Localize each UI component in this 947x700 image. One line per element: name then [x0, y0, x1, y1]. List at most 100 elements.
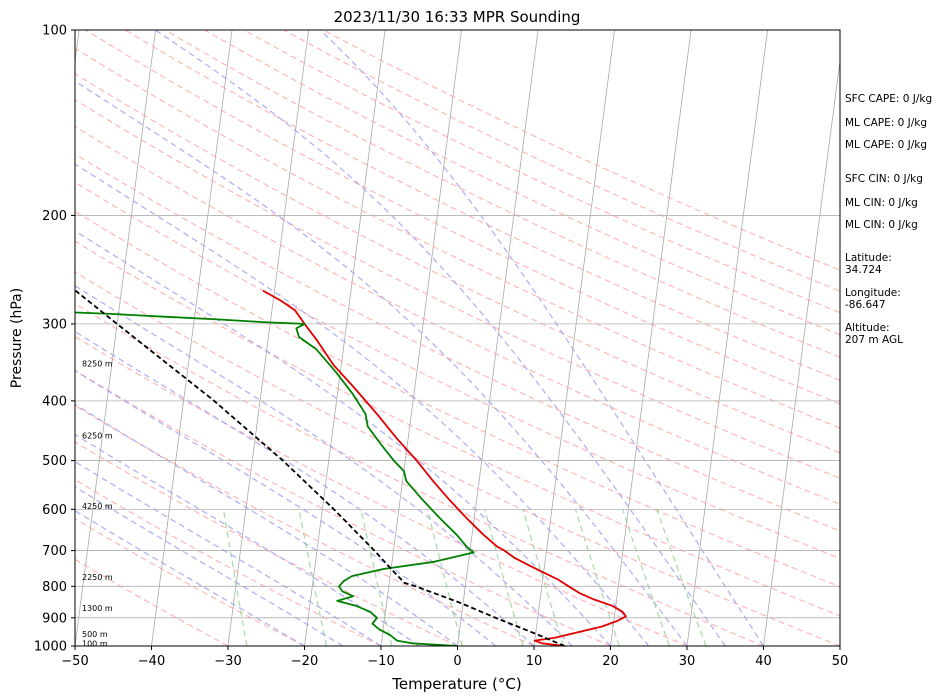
height-label: 100 m — [82, 640, 108, 649]
moist-adiabat-line — [75, 80, 688, 646]
moist-adiabat-line — [75, 433, 420, 646]
x-axis-label: Temperature (°C) — [391, 675, 521, 693]
dry-adiabat-line — [75, 99, 840, 479]
chart-title: 2023/11/30 16:33 MPR Sounding — [334, 8, 581, 26]
sounding-info-line: Longitude: — [845, 287, 901, 299]
y-tick-label: 400 — [42, 394, 67, 409]
pressure-gridlines — [75, 29, 840, 647]
x-axis-ticks: −50 −40 −30 −20 −10 0 10 20 30 40 50 — [61, 646, 848, 669]
mixing-ratio-line — [574, 509, 620, 646]
isotherm-line — [304, 30, 386, 646]
x-tick-label: 30 — [679, 654, 696, 669]
dry-adiabat-line — [75, 441, 458, 646]
sounding-info-line: SFC CIN: 0 J/kg — [845, 173, 923, 185]
y-tick-label: 900 — [42, 611, 67, 626]
dry-adiabat-line — [243, 30, 840, 314]
sounding-series — [75, 289, 627, 646]
sounding-info-line: ML CIN: 0 J/kg — [845, 219, 918, 231]
height-label: 1300 m — [82, 604, 113, 613]
isotherm-line — [686, 30, 768, 646]
isotherm-line — [610, 30, 692, 646]
dry-adiabat-line — [75, 125, 840, 505]
height-label: 4250 m — [82, 502, 113, 511]
sounding-info-line: ML CAPE: 0 J/kg — [845, 139, 927, 151]
moist-adiabat-line — [75, 369, 497, 646]
dewpoint-profile-line — [75, 311, 475, 646]
moist-adiabat-line — [319, 30, 765, 646]
dry-adiabat-line — [75, 558, 229, 646]
x-tick-label: −40 — [138, 654, 165, 669]
isotherm-line — [151, 30, 233, 646]
x-tick-label: 20 — [602, 654, 619, 669]
mixing-ratio-line — [360, 509, 393, 646]
height-label: 500 m — [82, 630, 108, 639]
dry-adiabat-line — [75, 240, 840, 617]
y-tick-label: 100 — [42, 24, 67, 39]
x-tick-label: 0 — [453, 654, 461, 669]
mixing-ratio-line — [622, 509, 670, 646]
dry-adiabat-line — [75, 404, 535, 646]
dry-adiabat-line — [164, 30, 840, 358]
dry-adiabat-line — [204, 30, 840, 336]
y-tick-label: 500 — [42, 454, 67, 469]
temperature-profile-line — [262, 289, 627, 646]
dry-adiabat-line — [75, 478, 382, 646]
isotherm-line — [227, 30, 309, 646]
x-tick-label: 40 — [755, 654, 772, 669]
moist-adiabat-line — [75, 230, 611, 646]
sounding-info-line: 34.724 — [845, 264, 882, 276]
sounding-info-line: ML CIN: 0 J/kg — [845, 197, 918, 209]
y-tick-label: 300 — [42, 317, 67, 332]
x-tick-label: 50 — [832, 654, 849, 669]
dry-adiabat-line — [283, 30, 840, 292]
x-tick-label: −10 — [367, 654, 394, 669]
height-label: 6250 m — [82, 431, 113, 440]
sounding-info-line: SFC CAPE: 0 J/kg — [845, 93, 932, 105]
dry-adiabat-line — [85, 30, 840, 405]
moist-adiabat-line — [75, 163, 650, 646]
dry-adiabat-line — [75, 369, 611, 646]
mixing-ratio-line — [522, 509, 565, 646]
sounding-info-line: Latitude: — [845, 252, 892, 264]
isotherm-line — [380, 30, 462, 646]
moist-adiabat-line — [155, 30, 726, 646]
y-tick-label: 200 — [42, 209, 67, 224]
mixing-ratio-line — [656, 509, 707, 646]
sounding-info-line: 207 m AGL — [845, 334, 903, 346]
moist-adiabat-line — [75, 330, 535, 646]
y-tick-label: 700 — [42, 544, 67, 559]
dry-adiabat-line — [75, 153, 840, 532]
y-tick-label: 1000 — [34, 640, 67, 655]
height-label: 2250 m — [82, 573, 113, 582]
x-tick-label: −30 — [214, 654, 241, 669]
moist-adiabat-line — [75, 285, 573, 646]
parcel-profile-line — [75, 289, 565, 646]
isotherm-line — [75, 30, 156, 646]
dry-adiabat-line — [124, 30, 840, 381]
y-tick-label: 800 — [42, 580, 67, 595]
x-tick-label: 10 — [526, 654, 543, 669]
dry-adiabat-line — [75, 210, 840, 588]
x-tick-label: −20 — [291, 654, 318, 669]
dry-adiabat-line — [75, 181, 840, 560]
y-axis-label: Pressure (hPa) — [9, 288, 25, 388]
isotherm-line — [533, 30, 615, 646]
dry-adiabat-line — [75, 271, 840, 646]
dry-adiabat-line — [75, 47, 840, 429]
isotherm-line — [763, 58, 840, 646]
height-label: 8250 m — [82, 360, 113, 369]
x-tick-label: −50 — [61, 654, 88, 669]
plot-frame — [74, 29, 841, 647]
moist-adiabat-line — [75, 460, 382, 646]
sounding-info-line: -86.647 — [845, 299, 886, 311]
mixing-ratio-line — [298, 509, 328, 646]
sounding-info-line: ML CAPE: 0 J/kg — [845, 117, 927, 129]
dry-adiabat-line — [75, 517, 305, 646]
isotherm-line — [457, 30, 539, 646]
dry-adiabat-line — [75, 303, 764, 646]
y-axis-ticks: 1000 900 800 700 600 500 400 300 200 100 — [34, 24, 75, 655]
moist-adiabat-line — [75, 403, 458, 646]
background-lines — [75, 30, 840, 646]
